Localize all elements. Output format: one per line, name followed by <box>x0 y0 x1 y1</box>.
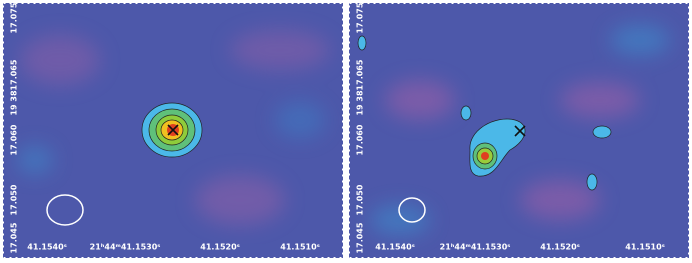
x-tick-label: 41.1510ˢ <box>280 243 319 252</box>
beam <box>46 194 84 226</box>
panel-left <box>3 3 343 258</box>
axis-frame <box>349 3 689 258</box>
noise <box>17 30 330 225</box>
noise <box>370 25 670 235</box>
y-tick-label: 17.050 <box>356 184 365 215</box>
y-tick-label: 17.050 <box>10 184 19 215</box>
y-tick-label: 17.075 <box>10 2 19 33</box>
x-tick-label: 41.1520ˢ <box>200 243 239 252</box>
x-tick-label: 41.1510ˢ <box>625 243 664 252</box>
x-tick-label: 41.1540ˢ <box>27 243 66 252</box>
y-tick-label: 17.065 <box>356 59 365 90</box>
contour <box>586 173 598 191</box>
x-tick-label: 41.1520ˢ <box>540 243 579 252</box>
y-tick-label: 17.060 <box>10 124 19 155</box>
contour <box>592 125 612 139</box>
y-tick-label: 17.045 <box>10 222 19 253</box>
cross-marker <box>514 125 526 137</box>
y-tick-label: 17.060 <box>356 124 365 155</box>
cross-marker <box>167 124 179 136</box>
dec-prefix-label: 19 38 <box>356 90 365 115</box>
x-tick-label: 21ʰ44ᵐ41.1530ˢ <box>440 243 511 252</box>
dec-prefix-label: 19 38 <box>10 90 19 115</box>
axis-frame <box>3 3 343 258</box>
y-tick-label: 17.045 <box>356 222 365 253</box>
x-tick-label: 41.1540ˢ <box>375 243 414 252</box>
panel-right <box>349 3 689 258</box>
y-tick-label: 17.065 <box>10 59 19 90</box>
peak <box>481 152 489 160</box>
x-tick-label: 21ʰ44ᵐ41.1530ˢ <box>90 243 161 252</box>
y-tick-label: 17.075 <box>356 2 365 33</box>
beam <box>398 197 426 223</box>
contour <box>460 105 472 121</box>
contour <box>357 35 367 51</box>
